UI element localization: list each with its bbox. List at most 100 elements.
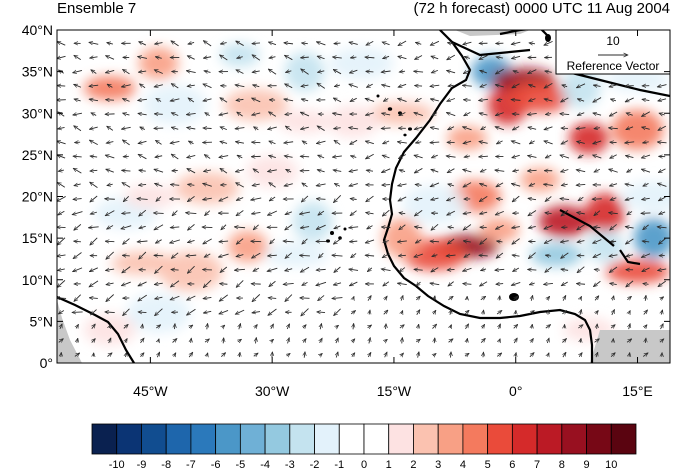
wind-vector: [138, 113, 147, 115]
latitude-tick-label: 0°: [40, 355, 53, 371]
wind-vector: [462, 85, 472, 86]
wind-vector: [125, 352, 126, 358]
wind-vector: [576, 284, 586, 285]
wind-vector: [512, 227, 520, 228]
wind-vector: [285, 114, 293, 115]
wind-vector: [252, 252, 261, 259]
wind-vector: [317, 126, 325, 131]
wind-vector: [497, 241, 503, 242]
wind-vector: [267, 255, 277, 256]
anomaly-blob: [520, 167, 561, 192]
wind-vector: [431, 155, 438, 159]
wind-vector: [381, 269, 391, 271]
wind-vector: [106, 283, 114, 285]
wind-vector: [577, 113, 585, 116]
wind-vector: [479, 156, 488, 157]
colorbar-segment: [190, 423, 217, 455]
wind-vector: [642, 127, 650, 129]
anomaly-blob: [447, 126, 488, 151]
wind-vector: [625, 238, 634, 244]
latitude-tick-label: 5°N: [30, 313, 54, 329]
wind-vector: [479, 255, 488, 256]
wind-vector: [465, 353, 469, 356]
anomaly-blob: [246, 155, 299, 188]
wind-vector: [609, 213, 618, 214]
wind-vector: [561, 184, 568, 185]
wind-vector: [593, 140, 602, 144]
wind-vector: [253, 268, 260, 272]
wind-vector: [382, 85, 391, 87]
wind-vector: [479, 212, 488, 214]
wind-vector: [74, 126, 82, 132]
wind-vector: [595, 296, 599, 301]
wind-vector: [121, 127, 131, 129]
wind-vector: [495, 210, 504, 215]
wind-vector: [73, 168, 82, 174]
wind-vector: [433, 310, 436, 314]
wind-vector: [154, 283, 163, 284]
wind-vector: [528, 252, 536, 259]
wind-vector: [610, 198, 617, 200]
wind-vector: [57, 298, 67, 299]
wind-vector: [316, 141, 326, 143]
wind-vector: [73, 199, 82, 200]
wind-vector: [463, 182, 472, 188]
wind-vector: [512, 195, 520, 202]
wind-vector: [172, 339, 177, 343]
wind-vector: [450, 325, 451, 328]
wind-vector: [155, 183, 163, 187]
wind-vector: [73, 156, 82, 157]
wind-vector: [89, 85, 99, 86]
wind-vector: [513, 324, 518, 328]
anomaly-blob: [611, 109, 664, 150]
wind-vector: [300, 111, 310, 117]
wind-vector: [529, 184, 536, 187]
wind-vector: [105, 70, 115, 72]
wind-vector: [220, 168, 228, 174]
wind-vector: [204, 339, 209, 342]
wind-vector: [643, 142, 649, 143]
wind-vector: [349, 281, 358, 287]
colorbar-segment: [536, 423, 563, 455]
wind-vector: [594, 210, 601, 216]
wind-vector: [123, 195, 130, 201]
wind-vector: [186, 71, 196, 73]
wind-vector: [186, 308, 196, 315]
wind-vector: [188, 184, 195, 185]
wind-vector: [171, 41, 179, 47]
colorbar-label: -10: [109, 459, 125, 471]
wind-vector: [105, 155, 115, 159]
wind-vector: [381, 128, 391, 129]
colorbar-label: 0: [361, 459, 367, 471]
anomaly-blob: [270, 305, 323, 338]
wind-vector: [434, 296, 435, 301]
wind-vector: [316, 281, 327, 285]
colorbar-label: -7: [186, 459, 196, 471]
wind-vector: [137, 241, 148, 242]
wind-vector: [560, 155, 570, 159]
wind-vector: [285, 212, 292, 215]
wind-vector: [383, 241, 389, 243]
anomaly-blob: [382, 218, 423, 259]
wind-vector: [236, 69, 244, 74]
wind-vector: [528, 210, 537, 216]
wind-vector: [658, 99, 667, 101]
wind-vector: [496, 57, 504, 58]
wind-vector: [203, 128, 212, 129]
colorbar-label: -5: [235, 459, 245, 471]
wind-vector: [203, 83, 212, 89]
wind-vector: [238, 339, 242, 342]
wind-vector: [188, 98, 195, 103]
colorbar-label: 9: [583, 459, 589, 471]
wind-vector: [368, 325, 372, 328]
wind-vector: [418, 324, 419, 329]
wind-vector: [561, 170, 569, 172]
wind-vector: [121, 281, 131, 286]
wind-vector: [629, 353, 630, 357]
wind-vector: [365, 98, 375, 102]
wind-vector: [235, 170, 245, 172]
wind-vector: [57, 237, 66, 245]
wind-vector: [609, 266, 618, 273]
wind-vector: [594, 169, 601, 173]
anomaly-blob: [124, 184, 177, 209]
